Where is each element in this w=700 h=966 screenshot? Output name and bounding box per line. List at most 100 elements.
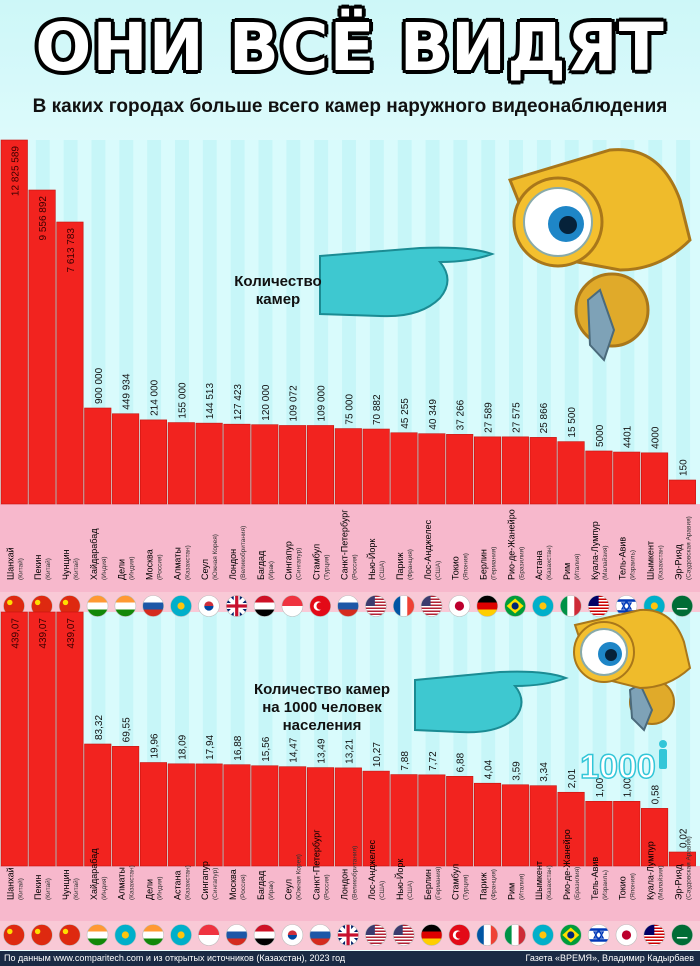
country-label: (Казахстан) (658, 545, 665, 580)
flag-индия (87, 924, 109, 946)
flag-сша (365, 924, 387, 946)
country-label: (Сингапур) (212, 868, 219, 900)
flag-китай (59, 595, 81, 617)
flag-бразилия (560, 924, 582, 946)
category-label: Стамбул (451, 864, 461, 900)
flag-сша (421, 595, 443, 617)
flag-великобритания (337, 924, 359, 946)
series-label: Количество камер (234, 273, 321, 308)
category-label: Нью-Йорк (394, 859, 405, 900)
bar-токио (613, 801, 641, 867)
flag-россия (226, 924, 248, 946)
category-label: Астана (534, 550, 544, 580)
flag-казахстан (114, 924, 136, 946)
series-label-2: Количество камер на 1000 человек населения (254, 681, 390, 734)
flag-малайзия (588, 595, 610, 617)
country-label: (Саудовская Аравия) (685, 516, 692, 580)
flag-китай (3, 595, 25, 617)
country-label: (Саудовская Аравия) (685, 836, 692, 900)
country-label: (Ирак) (268, 881, 275, 900)
country-label: (Индия) (129, 556, 136, 580)
value-label: 4000 (651, 426, 662, 449)
value-label: 10,27 (372, 742, 383, 767)
flag-китай (3, 924, 25, 946)
value-label: 14,47 (289, 737, 300, 762)
category-label: Пекин (33, 875, 43, 900)
value-label: 83,32 (94, 715, 105, 740)
category-label: Москва (228, 869, 238, 900)
category-label: Санкт-Петербург (311, 829, 321, 900)
value-label: 0,02 (678, 828, 689, 848)
bar-багдад (251, 424, 279, 505)
country-label: (Франция) (407, 549, 414, 580)
value-label: 4401 (623, 425, 634, 448)
bar-москва (139, 419, 167, 505)
category-label: Шымкент (646, 541, 656, 580)
security-camera-icon-2 (573, 608, 692, 732)
bar-шанхай (0, 139, 28, 505)
country-label: (Россия) (240, 874, 247, 900)
country-label: (Индия) (101, 556, 108, 580)
category-label: Токио (451, 556, 461, 580)
country-label: (Япония) (630, 873, 637, 900)
label-band (0, 504, 700, 592)
bar-тель-авив (613, 451, 641, 505)
bar-стамбул (446, 776, 474, 867)
flag-ирак (254, 595, 276, 617)
country-label: (Китай) (72, 878, 80, 900)
flag-казахстан (170, 595, 192, 617)
value-label: 439,07 (10, 618, 21, 649)
flag-малайзия (643, 924, 665, 946)
category-label: Сеул (200, 559, 210, 580)
label-band (0, 866, 700, 921)
value-label: 7,88 (400, 751, 411, 771)
bar-дели (139, 762, 167, 867)
country-label: (Франция) (491, 869, 498, 900)
country-label: (Израиль) (602, 870, 609, 900)
value-label: 17,94 (205, 734, 216, 759)
value-label: 5000 (595, 424, 606, 447)
bar-астана (529, 437, 557, 505)
flag-китай (59, 924, 81, 946)
flag-франция (476, 924, 498, 946)
country-label: (США) (407, 881, 414, 900)
value-label: 13,49 (316, 738, 327, 763)
value-label: 150 (678, 459, 689, 476)
bar-рио-де-жанейро (501, 436, 529, 505)
flag-италия (560, 595, 582, 617)
value-label: 13,21 (344, 738, 355, 763)
flag-индия (87, 595, 109, 617)
value-label: 2,01 (567, 768, 578, 788)
category-label: Астана (172, 870, 182, 900)
country-label: (Ирак) (268, 561, 275, 580)
category-label: Сингапур (200, 861, 210, 900)
value-label: 12 825 589 (10, 146, 21, 196)
value-label: 144 513 (205, 383, 216, 420)
value-label: 1,00 (595, 777, 606, 797)
country-label: (Израиль) (630, 550, 637, 580)
footer-source: По данным www.comparitech.com и из откры… (4, 953, 346, 963)
value-label: 127 423 (233, 384, 244, 421)
bar-хайдарабад (84, 407, 112, 505)
value-label: 9 556 892 (38, 196, 49, 241)
flag-италия (504, 924, 526, 946)
value-label: 155 000 (177, 382, 188, 419)
bar-сингапур (279, 425, 307, 505)
bar-чунцин (56, 611, 84, 867)
flag-казахстан (532, 595, 554, 617)
country-label: (Германия) (491, 547, 498, 580)
bar-астана (167, 763, 195, 867)
category-label: Тель-Авив (618, 537, 628, 580)
country-label: (Малайзия) (657, 865, 665, 900)
category-label: Дели (117, 559, 127, 580)
category-label: Стамбул (311, 544, 321, 580)
country-label: (Россия) (351, 554, 358, 580)
flag-сша (365, 595, 387, 617)
value-label: 120 000 (261, 384, 272, 421)
flag-германия (421, 924, 443, 946)
country-label: (США) (435, 561, 442, 580)
category-label: Шанхай (5, 547, 15, 580)
value-label: 37 266 (456, 399, 467, 430)
country-label: (Индия) (156, 876, 163, 900)
